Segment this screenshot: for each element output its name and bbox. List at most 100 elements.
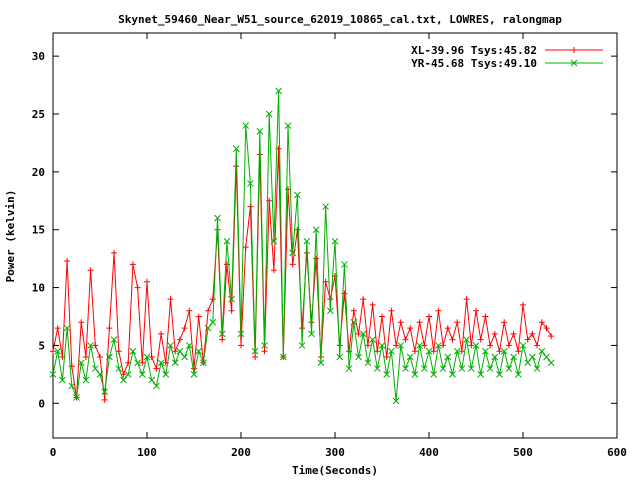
series-2 <box>49 87 555 405</box>
data-point <box>360 296 367 303</box>
data-point <box>486 365 494 372</box>
data-point <box>373 365 381 372</box>
data-point <box>139 359 146 366</box>
data-point <box>279 353 287 361</box>
data-point <box>430 348 437 355</box>
legend-marker <box>571 47 577 53</box>
data-point <box>50 348 56 355</box>
data-point <box>92 342 99 349</box>
data-point <box>402 336 409 343</box>
data-point <box>435 342 442 349</box>
legend-marker <box>570 59 578 67</box>
data-point <box>242 244 249 251</box>
legend-label: YR-45.68 Tsys:49.10 <box>411 57 537 70</box>
data-point <box>392 397 400 405</box>
chart-title: Skynet_59460_Near_W51_source_62019_10865… <box>118 13 562 26</box>
data-point <box>247 180 254 187</box>
y-tick-label: 15 <box>32 224 45 237</box>
data-point <box>477 336 484 343</box>
data-point <box>317 359 325 367</box>
data-point <box>115 348 122 355</box>
data-point <box>54 347 62 355</box>
data-point <box>383 371 391 378</box>
x-tick-label: 0 <box>50 446 57 459</box>
y-tick-label: 10 <box>32 282 45 295</box>
data-point <box>524 359 532 367</box>
data-point <box>397 319 404 326</box>
data-point <box>270 267 277 274</box>
series-1 <box>50 145 555 403</box>
data-point <box>514 371 522 378</box>
data-point <box>411 371 419 378</box>
data-point <box>524 336 531 343</box>
data-point <box>158 330 165 337</box>
data-point <box>87 267 94 274</box>
data-point <box>500 347 508 355</box>
data-point <box>270 237 278 245</box>
y-tick-label: 20 <box>32 166 45 179</box>
data-point <box>388 347 395 355</box>
data-point <box>520 301 526 308</box>
data-point <box>383 354 390 360</box>
data-point <box>185 342 193 349</box>
data-point <box>289 261 296 268</box>
data-point <box>453 347 461 355</box>
data-point <box>496 348 503 355</box>
data-point <box>402 365 409 372</box>
data-point <box>534 342 541 349</box>
data-point <box>205 307 212 314</box>
data-point <box>529 353 536 361</box>
data-point <box>425 347 433 355</box>
data-point <box>458 365 466 372</box>
data-point <box>487 342 494 349</box>
data-point <box>237 330 245 338</box>
data-point <box>82 354 89 360</box>
data-point <box>219 336 226 343</box>
data-point <box>420 365 428 372</box>
data-point <box>458 348 465 355</box>
data-point <box>106 325 113 332</box>
y-axis-label: Power (kelvin) <box>4 190 17 283</box>
data-point <box>191 365 197 372</box>
data-point <box>482 313 489 320</box>
data-point <box>200 359 207 367</box>
data-point <box>247 203 254 210</box>
y-tick-label: 0 <box>38 397 45 410</box>
data-point <box>477 371 485 378</box>
data-point <box>379 313 385 320</box>
data-point <box>186 307 193 314</box>
y-tick-label: 5 <box>38 339 45 352</box>
data-point <box>275 87 282 95</box>
data-point <box>515 348 522 355</box>
data-point <box>242 122 250 129</box>
data-point <box>153 382 160 390</box>
data-point <box>134 284 141 291</box>
y-tick-label: 25 <box>32 108 45 121</box>
data-point <box>82 376 90 384</box>
data-point <box>426 313 432 320</box>
legend-label: XL-39.96 Tsys:45.82 <box>411 44 537 57</box>
data-point <box>519 342 527 349</box>
data-point <box>167 296 174 303</box>
data-point <box>148 354 155 360</box>
data-point <box>397 342 405 349</box>
data-point <box>204 324 212 332</box>
data-point <box>364 359 372 367</box>
data-point <box>406 353 414 361</box>
data-point <box>463 296 470 303</box>
data-point <box>388 307 395 314</box>
data-point <box>308 330 315 338</box>
data-point <box>393 342 400 349</box>
y-tick-label: 30 <box>32 50 45 63</box>
data-point <box>294 191 301 199</box>
data-point <box>101 388 109 396</box>
data-point <box>157 359 165 367</box>
data-point <box>472 342 480 349</box>
data-point <box>543 325 550 332</box>
data-point <box>430 371 438 378</box>
data-point <box>59 376 66 384</box>
data-point <box>331 237 339 245</box>
data-point <box>355 353 362 361</box>
data-point <box>228 307 235 314</box>
data-point <box>538 347 546 355</box>
